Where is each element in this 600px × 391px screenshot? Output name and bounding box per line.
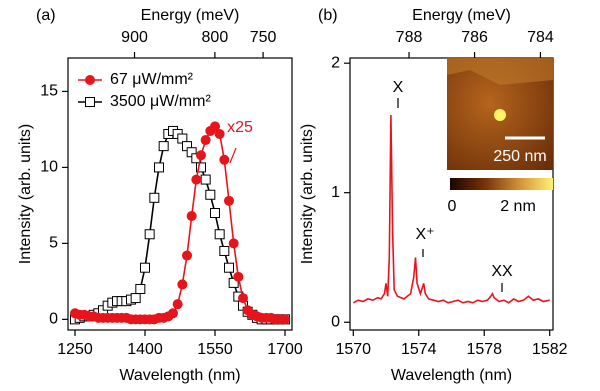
y-tick-label: 1 xyxy=(331,184,340,201)
y-tick-label: 2 xyxy=(331,54,340,71)
marker xyxy=(201,175,210,184)
marker xyxy=(220,246,229,255)
marker xyxy=(215,129,225,139)
colorbar-label: 2 nm xyxy=(500,198,536,215)
marker xyxy=(145,230,154,239)
figure: 250 nm 0 2 nm (a) Energy (meV) Wavelength … xyxy=(0,0,600,391)
legend-marker xyxy=(85,75,95,85)
legend-label: 3500 μW/mm² xyxy=(110,93,211,110)
x-tick-label: 1250 xyxy=(57,341,93,358)
marker xyxy=(173,299,183,309)
x-tick-label: 1582 xyxy=(532,341,568,358)
x-tick-label: 1570 xyxy=(335,341,371,358)
y-tick-label: 15 xyxy=(40,83,58,100)
marker xyxy=(229,238,239,248)
legend-label: 67 μW/mm² xyxy=(110,71,194,88)
x2-tick-label: 800 xyxy=(202,29,229,46)
inset: 250 nm 0 2 nm xyxy=(447,58,553,215)
marker xyxy=(280,314,290,324)
y-tick-label: 0 xyxy=(49,311,58,328)
annotation: XX xyxy=(491,263,513,280)
x2-axis-label: Energy (meV) xyxy=(412,7,511,24)
scale-bar-label: 250 nm xyxy=(493,148,546,165)
panel-label: (a) xyxy=(36,7,56,24)
marker xyxy=(168,308,178,318)
marker xyxy=(187,211,197,221)
marker xyxy=(155,163,164,172)
x2-tick-label: 788 xyxy=(396,29,423,46)
panel-label: (b) xyxy=(318,7,338,24)
marker xyxy=(206,190,215,199)
annotation: X xyxy=(393,79,404,96)
marker xyxy=(196,150,206,160)
x-tick-label: 1574 xyxy=(401,341,437,358)
x-tick-label: 1578 xyxy=(466,341,502,358)
y-axis-label: Intensity (arb. units) xyxy=(17,124,34,265)
x-tick-label: 1400 xyxy=(127,341,163,358)
marker xyxy=(150,193,159,202)
annotation-line xyxy=(230,148,236,163)
annotation: X⁺ xyxy=(415,226,434,243)
y-tick-label: 0 xyxy=(331,313,340,330)
x2-tick-label: 784 xyxy=(527,29,554,46)
marker xyxy=(211,208,220,217)
marker xyxy=(219,155,229,165)
marker xyxy=(191,175,201,185)
colorbar xyxy=(450,178,553,190)
marker xyxy=(225,263,234,272)
marker xyxy=(136,284,145,293)
y-tick-label: 5 xyxy=(49,235,58,252)
x-axis-label: Wavelength (nm) xyxy=(119,367,240,384)
x-tick-label: 1550 xyxy=(197,341,233,358)
afm-dot xyxy=(494,109,506,121)
marker xyxy=(182,251,192,261)
marker xyxy=(159,142,168,151)
x2-axis-label: Energy (meV) xyxy=(141,7,240,24)
y-tick-label: 10 xyxy=(40,159,58,176)
legend-marker xyxy=(86,98,95,107)
y-axis-label: Intensity (arb. units) xyxy=(299,124,316,265)
x2-tick-label: 786 xyxy=(461,29,488,46)
marker xyxy=(141,263,150,272)
marker xyxy=(201,135,211,145)
annotation: x25 xyxy=(227,119,253,136)
marker xyxy=(238,293,248,303)
marker xyxy=(131,294,140,303)
x2-tick-label: 900 xyxy=(121,29,148,46)
x-tick-label: 1700 xyxy=(267,341,303,358)
series-line xyxy=(75,126,285,319)
marker xyxy=(177,279,187,289)
marker xyxy=(215,230,224,239)
marker xyxy=(224,196,234,206)
x2-tick-label: 750 xyxy=(250,29,277,46)
colorbar-label: 0 xyxy=(448,198,457,215)
x-axis-label: Wavelength (nm) xyxy=(391,367,512,384)
marker xyxy=(233,272,243,282)
